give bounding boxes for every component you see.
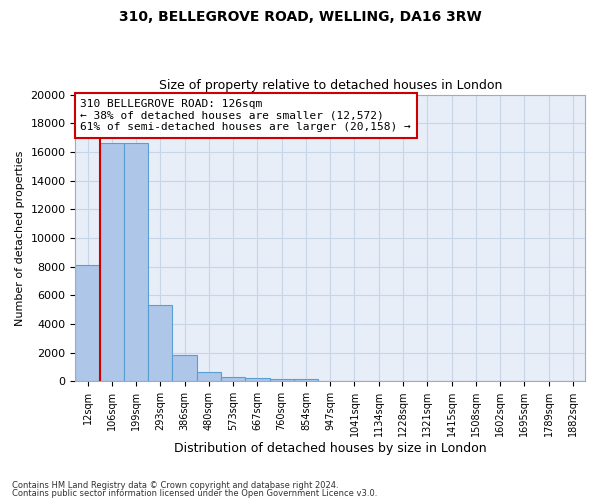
Title: Size of property relative to detached houses in London: Size of property relative to detached ho… [158, 79, 502, 92]
Bar [245, 378, 269, 381]
Text: 310, BELLEGROVE ROAD, WELLING, DA16 3RW: 310, BELLEGROVE ROAD, WELLING, DA16 3RW [119, 10, 481, 24]
Text: Contains public sector information licensed under the Open Government Licence v3: Contains public sector information licen… [12, 488, 377, 498]
Bar [148, 306, 172, 381]
Bar [197, 372, 221, 381]
Bar [124, 144, 148, 381]
Bar [294, 380, 318, 381]
Bar [221, 377, 245, 381]
Bar [76, 265, 100, 381]
Bar [269, 379, 294, 381]
Text: 310 BELLEGROVE ROAD: 126sqm
← 38% of detached houses are smaller (12,572)
61% of: 310 BELLEGROVE ROAD: 126sqm ← 38% of det… [80, 99, 411, 132]
Bar [100, 144, 124, 381]
Bar [172, 356, 197, 381]
Text: Contains HM Land Registry data © Crown copyright and database right 2024.: Contains HM Land Registry data © Crown c… [12, 481, 338, 490]
X-axis label: Distribution of detached houses by size in London: Distribution of detached houses by size … [174, 442, 487, 455]
Y-axis label: Number of detached properties: Number of detached properties [15, 150, 25, 326]
